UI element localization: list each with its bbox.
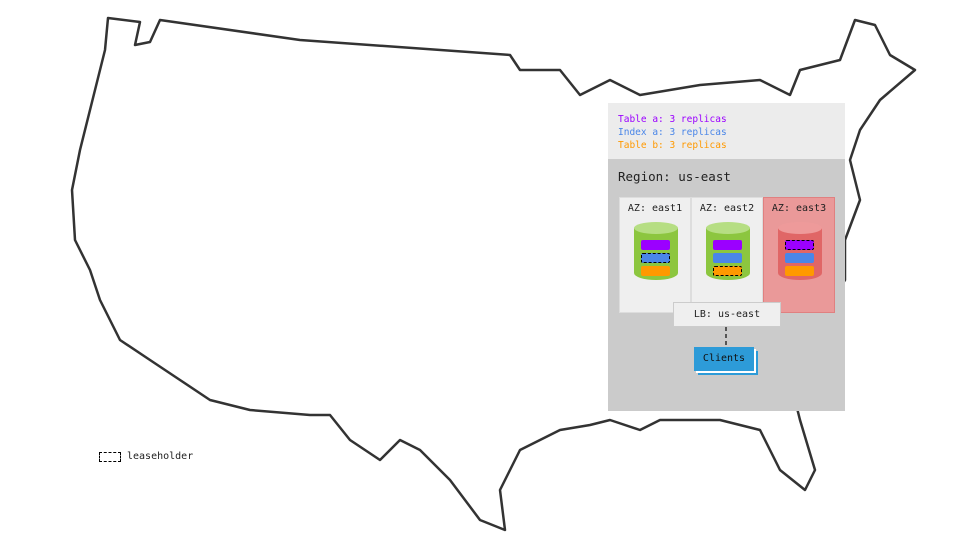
az-label: AZ: east3 bbox=[771, 203, 827, 214]
replica-table-b bbox=[641, 266, 670, 276]
database-node-icon bbox=[778, 222, 822, 286]
replica-index-a-leaseholder bbox=[641, 253, 670, 263]
leaseholder-key-icon bbox=[99, 452, 121, 462]
region-panel: Table a: 3 replicas Index a: 3 replicas … bbox=[608, 103, 845, 411]
database-node-icon bbox=[634, 222, 678, 286]
legend-table-a: Table a: 3 replicas bbox=[618, 114, 727, 125]
region-label: Region: us-east bbox=[618, 169, 731, 184]
replica-table-b-leaseholder bbox=[713, 266, 742, 276]
az-label: AZ: east1 bbox=[627, 203, 683, 214]
clients-box: Clients bbox=[694, 347, 754, 371]
replica-table-a bbox=[641, 240, 670, 250]
replica-table-a bbox=[713, 240, 742, 250]
leaseholder-key-label: leaseholder bbox=[127, 451, 194, 462]
legend-table-b: Table b: 3 replicas bbox=[618, 140, 727, 151]
az-east3-failed: AZ: east3 bbox=[763, 197, 835, 313]
load-balancer: LB: us-east bbox=[673, 302, 781, 327]
az-east1: AZ: east1 bbox=[619, 197, 691, 313]
replica-index-a bbox=[713, 253, 742, 263]
replica-legend: Table a: 3 replicas Index a: 3 replicas … bbox=[608, 103, 845, 159]
replica-index-a bbox=[785, 253, 814, 263]
legend-index-a: Index a: 3 replicas bbox=[618, 127, 727, 138]
replica-table-b bbox=[785, 266, 814, 276]
az-label: AZ: east2 bbox=[699, 203, 755, 214]
replica-table-a-leaseholder bbox=[785, 240, 814, 250]
az-east2: AZ: east2 bbox=[691, 197, 763, 313]
database-node-icon bbox=[706, 222, 750, 286]
